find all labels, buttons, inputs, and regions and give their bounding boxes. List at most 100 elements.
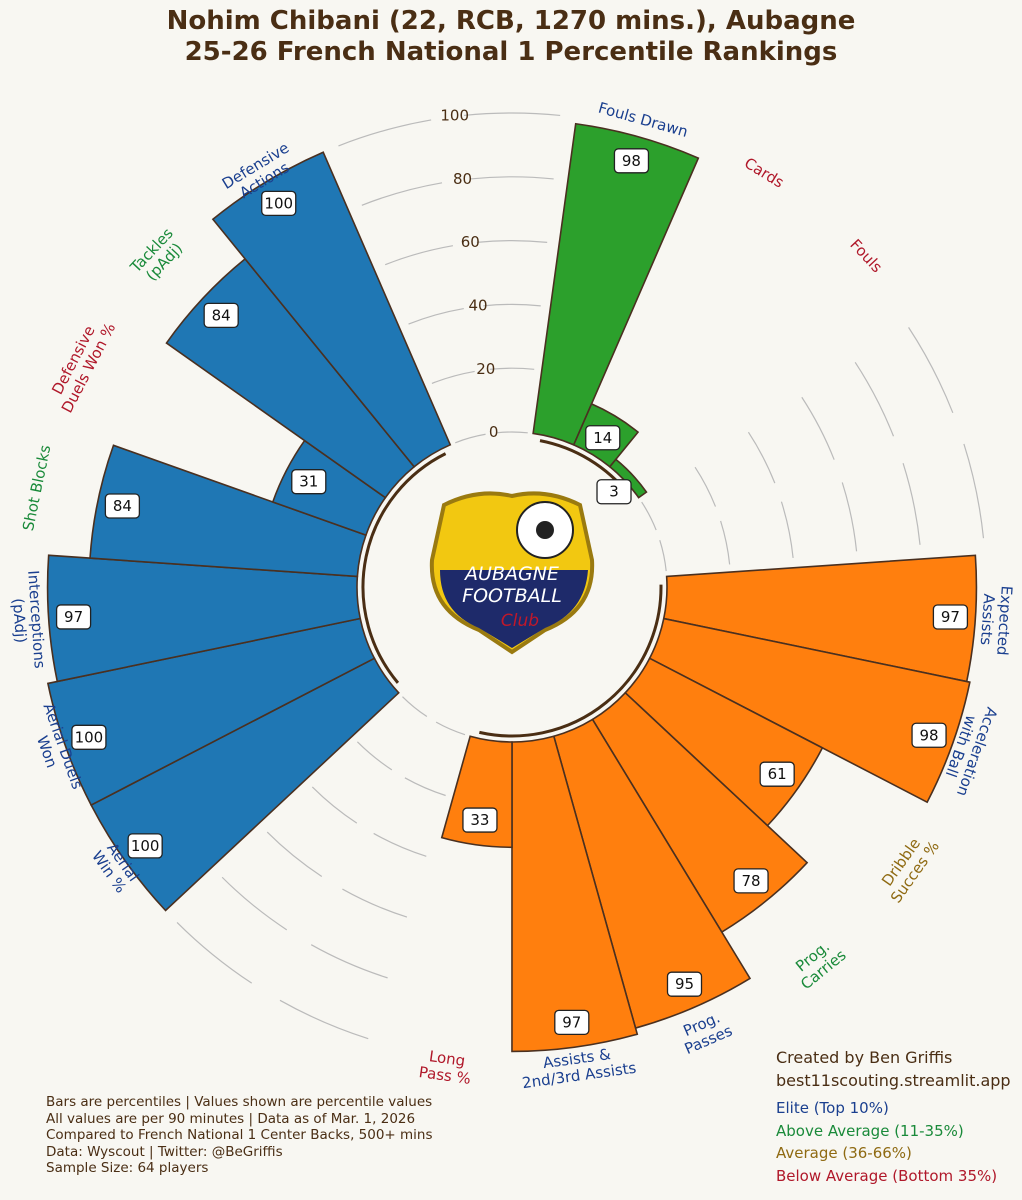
grid-arc <box>659 540 667 572</box>
tick-label: 0 <box>489 423 499 441</box>
value-box <box>55 604 92 630</box>
value-label: 31 <box>299 473 318 491</box>
grid-arc <box>780 501 794 558</box>
value-label: 98 <box>622 152 641 170</box>
value-label: 98 <box>920 726 939 744</box>
bar <box>552 718 752 1030</box>
grid-arc <box>176 921 253 984</box>
grid-arc <box>902 463 921 545</box>
value-label: 97 <box>941 608 960 626</box>
grid-arc <box>311 786 358 824</box>
bar <box>89 444 367 578</box>
grid-arc <box>463 112 561 117</box>
bar <box>532 122 700 446</box>
tick-label: 20 <box>476 360 495 378</box>
bar <box>648 617 971 804</box>
bar <box>511 735 639 1053</box>
grid-arc <box>408 307 464 325</box>
grid-arc <box>801 396 835 460</box>
grid-arc <box>310 944 388 979</box>
value-box <box>291 469 327 495</box>
value-label: 33 <box>470 811 489 829</box>
grid-arc <box>908 327 954 414</box>
grid-arc <box>455 433 486 444</box>
value-label: 84 <box>113 497 132 515</box>
value-box <box>613 148 650 174</box>
grid-arc <box>279 999 369 1040</box>
grid-arc <box>384 245 454 266</box>
value-label: 61 <box>768 765 787 783</box>
logo-text: AUBAGNE <box>463 563 559 585</box>
grid-arc <box>747 431 776 484</box>
value-box <box>462 807 498 833</box>
bar <box>46 554 362 683</box>
grid-arc <box>266 831 323 877</box>
value-box <box>71 724 107 750</box>
category-label: Long Pass % <box>417 1047 472 1088</box>
grid-arc <box>841 482 858 552</box>
bar <box>46 617 376 807</box>
tick-label: 80 <box>453 170 472 188</box>
value-label: 100 <box>75 728 104 746</box>
bar <box>90 657 400 912</box>
value-label: 78 <box>742 872 761 890</box>
grid-arc <box>373 832 427 857</box>
category-label: Expected Assists <box>977 585 1016 657</box>
value-box <box>759 761 795 787</box>
value-label: 100 <box>264 194 293 212</box>
value-box <box>585 425 621 451</box>
grid-arc <box>963 443 985 539</box>
grid-arc <box>361 182 443 206</box>
grid-arc <box>476 240 548 243</box>
value-label: 3 <box>609 483 619 501</box>
grid-arc <box>431 370 475 384</box>
value-box <box>261 190 297 216</box>
category-label: Interceptions (pAdj) <box>9 569 49 670</box>
value-label: 97 <box>562 1013 581 1031</box>
tick-label: 100 <box>440 107 469 125</box>
grid-arc <box>356 741 393 771</box>
logo: AUBAGNE FOOTBALL Club <box>429 491 595 655</box>
grid-arc <box>641 501 657 531</box>
grid-arc <box>489 367 535 370</box>
credit: best11scouting.streamlit.app <box>776 1071 1011 1090</box>
grid-arc <box>483 303 541 307</box>
value-box <box>554 1009 590 1035</box>
legend-entry: Above Average (11-35%) <box>776 1121 964 1140</box>
value-box <box>203 302 239 329</box>
logo-text: FOOTBALL <box>462 585 562 607</box>
bar <box>211 151 452 468</box>
grid-arc <box>470 176 554 180</box>
tick-label: 40 <box>469 296 488 314</box>
grid-arc <box>694 466 717 507</box>
value-box <box>932 604 969 630</box>
value-box <box>596 479 632 505</box>
value-label: 84 <box>212 306 231 324</box>
credit: Created by Ben Griffis <box>776 1048 953 1067</box>
note: Bars are percentiles | Values shown are … <box>46 1094 433 1110</box>
legend-entry: Average (36-66%) <box>776 1144 912 1162</box>
value-box <box>127 833 163 859</box>
tick-label: 60 <box>461 233 480 251</box>
logo-band <box>440 570 588 648</box>
value-box <box>733 868 769 894</box>
grid-arc <box>404 777 446 797</box>
note: Compared to French National 1 Center Bac… <box>46 1127 433 1143</box>
grid-arc <box>342 888 408 918</box>
grid-arc <box>854 361 895 437</box>
note: Sample Size: 64 players <box>46 1160 209 1176</box>
value-box <box>104 493 141 519</box>
note: Data: Wyscout | Twitter: @BeGriffis <box>46 1143 283 1160</box>
grid-arc <box>402 696 428 718</box>
grid-arc <box>221 876 288 931</box>
value-label: 97 <box>64 608 83 626</box>
value-label: 100 <box>131 837 160 855</box>
bar <box>662 554 978 683</box>
value-label: 95 <box>675 975 694 993</box>
grid-arc <box>496 431 528 434</box>
grid-arc <box>435 721 466 736</box>
value-box <box>666 971 703 997</box>
value-box <box>911 722 947 748</box>
